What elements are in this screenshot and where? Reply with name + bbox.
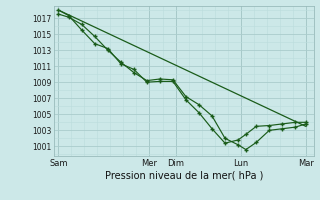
X-axis label: Pression niveau de la mer( hPa ): Pression niveau de la mer( hPa )	[105, 171, 263, 181]
